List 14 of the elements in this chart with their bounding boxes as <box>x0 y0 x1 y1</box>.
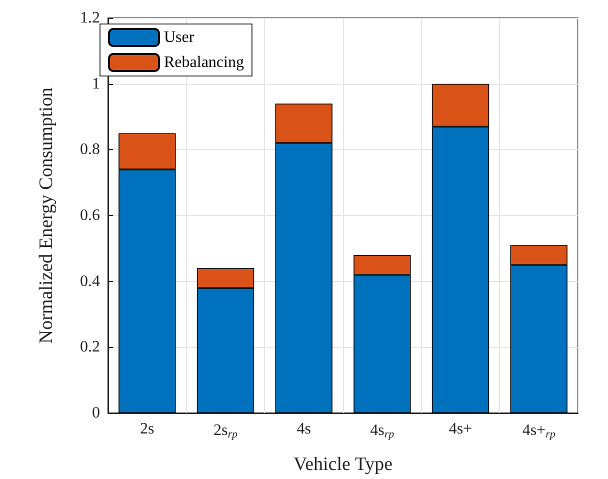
y-tick-label: 0.2 <box>80 338 100 356</box>
x-tick-label: 2s <box>140 420 154 438</box>
x-tick-label: 4s <box>296 420 311 438</box>
x-tick-label: 4s+ <box>448 420 472 438</box>
y-tick-label: 0.6 <box>80 207 100 224</box>
y-tick-label: 1 <box>92 75 100 92</box>
legend-label: Rebalancing <box>164 54 244 71</box>
legend-label: User <box>164 29 195 46</box>
y-tick-label: 0.8 <box>80 141 100 158</box>
y-tick-label: 0.4 <box>80 272 100 290</box>
y-axis-title: Normalized Energy Consumption <box>36 86 57 344</box>
y-tick-label: 0 <box>92 404 100 422</box>
y-tick-label: 1.2 <box>80 10 100 26</box>
x-axis-title: Vehicle Type <box>293 454 393 475</box>
